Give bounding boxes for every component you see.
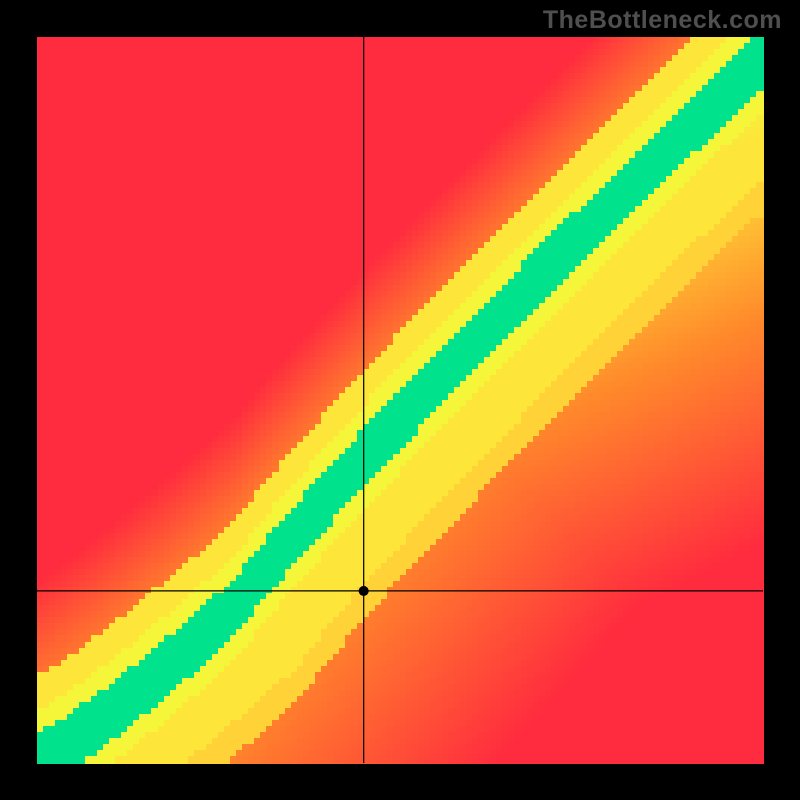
chart-container: TheBottleneck.com [0, 0, 800, 800]
bottleneck-heatmap [0, 0, 800, 800]
watermark-text: TheBottleneck.com [543, 6, 782, 35]
